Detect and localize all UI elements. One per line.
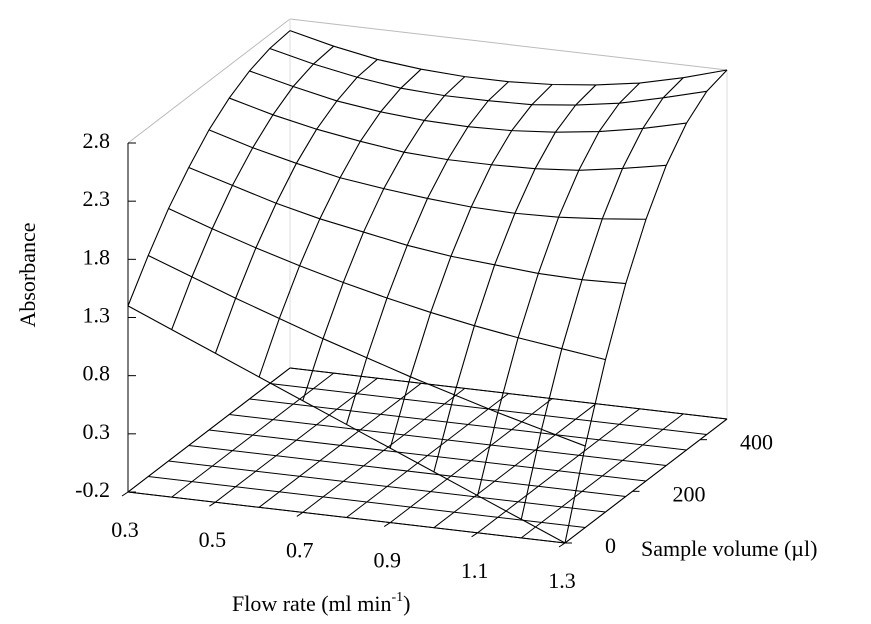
x-tick-label: 1.3: [548, 568, 576, 593]
surface-column: [171, 45, 335, 330]
y-tick-label: 400: [740, 430, 773, 455]
y-tick-label: 200: [673, 481, 706, 506]
surface-column: [433, 84, 597, 472]
x-tick-label: 0.9: [373, 548, 401, 573]
z-tick-label: 1.8: [83, 244, 111, 269]
surface-column: [564, 69, 728, 544]
y-tick-label: 0: [605, 533, 616, 558]
z-tick-label: 2.3: [83, 186, 111, 211]
z-axis-label: Absorbance: [15, 222, 40, 327]
x-tick-label: 0.7: [286, 537, 314, 562]
x-tick: [558, 542, 566, 548]
surface-row: [188, 166, 626, 285]
box-edge: [289, 18, 728, 71]
z-tick-label: 2.8: [83, 128, 111, 153]
surface-column: [345, 81, 509, 425]
x-tick-label: 1.1: [461, 558, 489, 583]
x-tick-label: 0.3: [111, 517, 139, 542]
surface-column: [258, 68, 422, 378]
z-tick-label: 0.3: [83, 419, 111, 444]
x-axis-label-tail: ): [403, 591, 410, 616]
surface-column: [302, 76, 466, 401]
x-tick: [383, 522, 391, 528]
y-axis-label: Sample volume (µl): [641, 536, 817, 561]
floor-grid: [127, 491, 566, 544]
x-tick: [296, 511, 304, 517]
floor-grid: [148, 476, 586, 528]
z-tick-label: 0.8: [83, 361, 111, 386]
surface-row: [127, 305, 566, 544]
x-tick: [121, 491, 129, 497]
surface-row: [269, 47, 707, 106]
floor-grid: [229, 414, 667, 466]
floor-grid: [168, 460, 606, 513]
x-axis-label-main: Flow rate (ml min: [232, 591, 391, 616]
floor-grid: [188, 445, 626, 497]
x-axis-label-sup: -1: [391, 590, 403, 605]
surface-column: [214, 59, 378, 354]
floor-grid: [208, 429, 647, 482]
surface-column: [389, 84, 553, 449]
surface-row: [168, 208, 606, 361]
x-tick-label: 0.5: [199, 527, 227, 552]
surface-row: [148, 254, 586, 447]
surface-column: [127, 30, 291, 307]
x-tick: [471, 532, 478, 538]
z-tick-label: 1.3: [83, 303, 111, 328]
x-tick: [209, 501, 216, 507]
x-axis-label: Flow rate (ml min-1): [232, 590, 410, 616]
z-tick-label: -0.2: [75, 477, 110, 502]
box-edge: [127, 18, 291, 144]
floor-grid: [289, 367, 728, 420]
floor-grid: [249, 398, 687, 451]
surface-column: [520, 77, 684, 520]
surface-column: [477, 82, 640, 496]
